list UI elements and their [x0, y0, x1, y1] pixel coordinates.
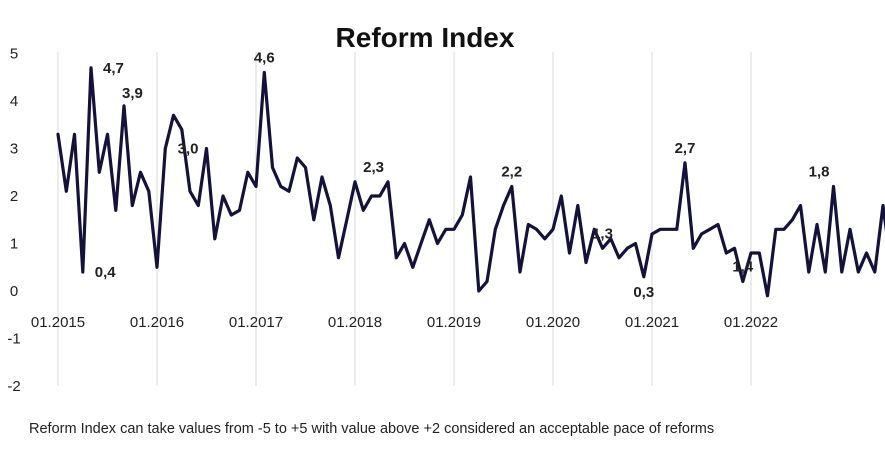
x-tick-label: 01.2022: [724, 314, 778, 331]
y-tick-label: 0: [10, 283, 18, 300]
data-label: 1,8: [809, 164, 830, 181]
y-tick-label: 4: [10, 93, 18, 110]
data-label: 4,7: [103, 60, 124, 77]
data-label: 1,3: [592, 225, 613, 242]
y-tick-label: 5: [10, 46, 18, 63]
x-tick-label: 01.2017: [229, 314, 283, 331]
x-tick-label: 01.2020: [526, 314, 580, 331]
data-label: 1,4: [732, 259, 754, 276]
chart-title: Reform Index: [336, 22, 515, 53]
data-label: 0,4: [95, 264, 117, 281]
x-tick-label: 01.2019: [427, 314, 481, 331]
vertical-gridlines: [57, 52, 752, 386]
x-tick-label: 01.2015: [31, 314, 85, 331]
x-tick-label: 01.2021: [625, 314, 679, 331]
data-labels: 4,70,43,93,04,62,32,21,30,32,71,41,83,12…: [95, 50, 830, 301]
y-tick-label: 2: [10, 188, 18, 205]
x-axis-tick-labels: 01.2015 01.2016 01.2017 01.2018 01.2019 01.20…: [31, 314, 778, 331]
series-layer: [56, 66, 885, 298]
data-label: 0,3: [633, 284, 654, 301]
reform-index-line: [56, 66, 885, 298]
footnote: Reform Index can take values from -5 to …: [29, 421, 715, 437]
y-tick-label: -2: [7, 378, 20, 395]
y-tick-label: 1: [10, 236, 18, 253]
data-label: 2,7: [675, 140, 696, 157]
data-label: 4,6: [254, 50, 275, 67]
y-tick-label: 3: [10, 141, 18, 158]
data-label: 3,0: [178, 141, 199, 158]
data-label: 2,3: [363, 159, 384, 176]
x-tick-label: 01.2018: [328, 314, 382, 331]
x-tick-label: 01.2016: [130, 314, 184, 331]
y-axis-tick-labels: 5 4 3 2 1 0 -1 -2: [7, 46, 20, 396]
data-label: 2,2: [501, 164, 522, 181]
y-tick-label: -1: [7, 331, 20, 348]
data-label: 3,9: [122, 85, 143, 102]
